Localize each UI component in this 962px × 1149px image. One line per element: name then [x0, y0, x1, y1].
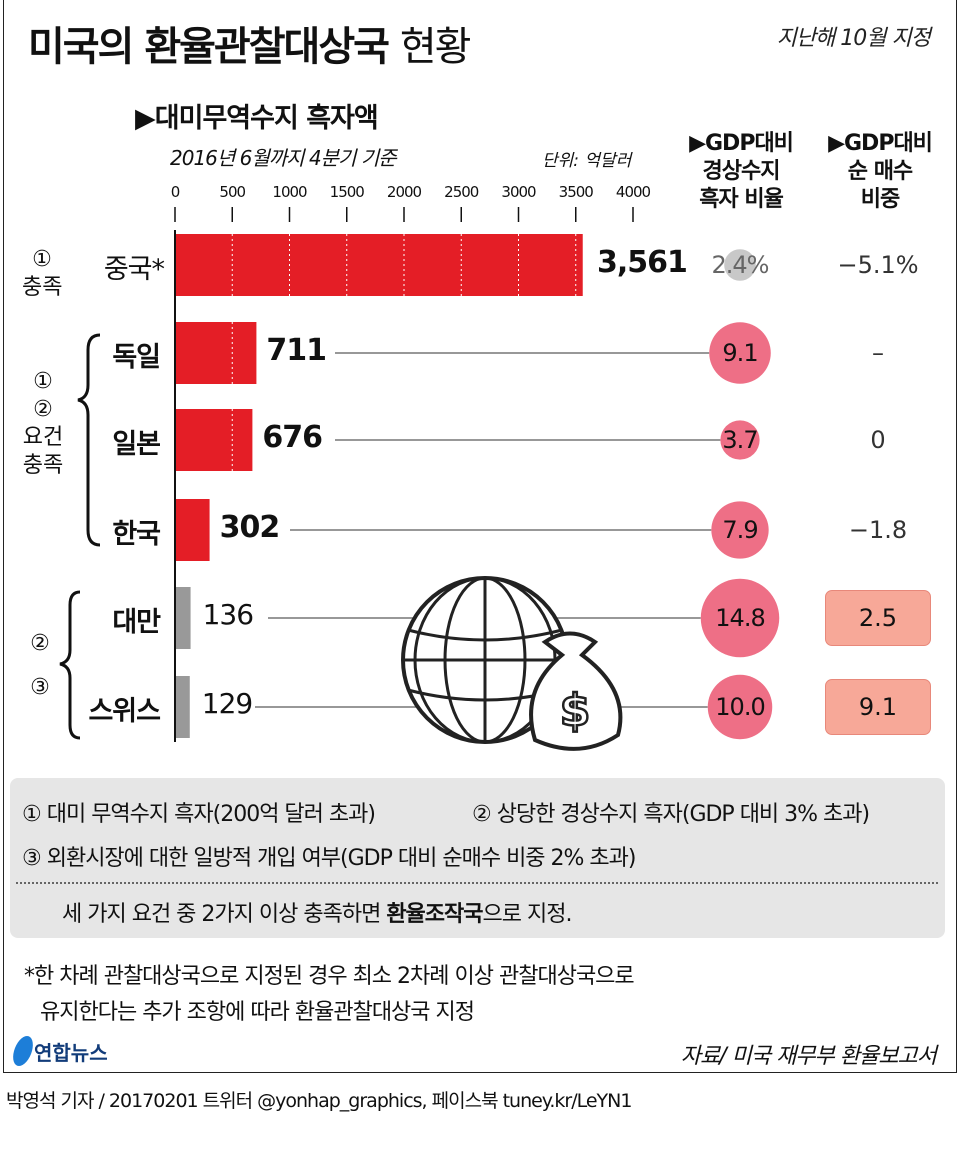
- group-label-1: ① 충족: [22, 247, 63, 300]
- gdp-circle: [709, 322, 771, 384]
- country-label: 대만: [112, 607, 161, 638]
- yonhap-logo: 연합뉴스: [9, 1036, 108, 1066]
- gdp-ratio-label: 14.8: [715, 604, 765, 632]
- tick-label: 0: [170, 183, 180, 201]
- tick-label: 2000: [386, 183, 422, 201]
- net-purchase-label: 0: [870, 426, 886, 454]
- net-purchase-header: ▶GDP대비 순 매수 비중: [828, 131, 933, 212]
- bar: [175, 322, 257, 384]
- net-purchase-box: 2.5: [825, 590, 931, 646]
- footnote-line-2: 유지한다는 추가 조항에 따라 환율관찰대상국 지정: [40, 1000, 475, 1025]
- bar: [175, 499, 210, 561]
- chart-svg: $: [59, 207, 780, 751]
- tick-label: 1000: [272, 183, 307, 201]
- designation-rule: 세 가지 요건 중 2가지 이상 충족하면 환율조작국으로 지정.: [62, 902, 572, 927]
- group-bracket-2: [77, 333, 101, 547]
- value-label: 302: [219, 510, 281, 545]
- country-label: 일본: [112, 429, 161, 460]
- group-bracket-3: [59, 590, 81, 740]
- value-label: 676: [262, 420, 323, 455]
- chart-title: ▶대미무역수지 흑자액: [135, 103, 379, 134]
- value-label: 3,561: [597, 245, 688, 280]
- globe-moneybag-illustration: $: [401, 576, 623, 751]
- country-label: 한국: [112, 519, 161, 550]
- country-label: 독일: [112, 342, 161, 373]
- byline: 박영석 기자 / 20170201 트위터 @yonhap_graphics, …: [6, 1090, 632, 1112]
- value-label: 129: [201, 687, 253, 720]
- tick-label: 2500: [444, 183, 479, 201]
- gdp-circle: [720, 420, 760, 460]
- bar: [175, 409, 253, 471]
- tick-label: 3000: [501, 183, 536, 201]
- criterion-3: ③ 외환시장에 대한 일방적 개입 여부(GDP 대비 순매수 비중 2% 초과…: [22, 846, 636, 871]
- logo-text: 연합뉴스: [34, 1040, 108, 1065]
- tick-label: 4000: [615, 183, 651, 201]
- gdp-circle: [707, 674, 773, 740]
- tick-label: 1500: [329, 183, 365, 201]
- net-purchase-box: 9.1: [825, 679, 931, 735]
- bar: [175, 676, 190, 738]
- value-label: 136: [202, 598, 254, 631]
- net-purchase-label: −1.8: [848, 516, 908, 544]
- gdp-ratio-label: 3.7: [722, 426, 758, 454]
- bar: [175, 587, 191, 649]
- legend-box: ① 대미 무역수지 흑자(200억 달러 초과) ② 상당한 경상수지 흑자(G…: [10, 778, 945, 938]
- tick-label: 3500: [558, 183, 594, 201]
- gdp-circle: [724, 249, 756, 281]
- group-label-2: ① ② 요건 충족: [22, 369, 64, 478]
- unit-label: 단위: 억달러: [542, 151, 632, 171]
- gdp-ratio-label: 10.0: [715, 693, 765, 721]
- net-purchase-label: −5.1%: [837, 251, 919, 279]
- criterion-1: ① 대미 무역수지 흑자(200억 달러 초과): [22, 802, 376, 827]
- legend-divider: [16, 882, 938, 884]
- tick-label: 500: [219, 183, 246, 201]
- gdp-ratio-label: 2.4%: [711, 251, 770, 279]
- designation-date: 지난해 10월 지정: [776, 26, 931, 51]
- country-label: 스위스: [88, 696, 161, 727]
- logo-icon: [9, 1036, 37, 1066]
- page-title: 미국의 환율관찰대상국 현황: [28, 24, 471, 70]
- criterion-2: ② 상당한 경상수지 흑자(GDP 대비 3% 초과): [472, 802, 870, 827]
- net-purchase-label: –: [872, 339, 884, 367]
- svg-text:$: $: [560, 685, 591, 736]
- footnote-line-1: *한 차례 관찰대상국으로 지정된 경우 최소 2차례 이상 관찰대상국으로: [24, 964, 635, 989]
- gdp-circle: [711, 501, 769, 559]
- gdp-ratio-label: 7.9: [722, 516, 758, 544]
- gdp-ratio-label: 9.1: [722, 339, 758, 367]
- gdp-current-account-header: ▶GDP대비 경상수지 흑자 비율: [689, 131, 794, 212]
- source: 자료/ 미국 재무부 환율보고서: [680, 1044, 937, 1069]
- country-label: 중국*: [103, 254, 165, 285]
- gdp-circle: [700, 578, 780, 658]
- bar: [175, 234, 583, 296]
- value-label: 711: [266, 333, 327, 368]
- chart-subtitle: 2016년 6월까지 4분기 기준: [170, 146, 397, 170]
- frame: [3, 0, 957, 1073]
